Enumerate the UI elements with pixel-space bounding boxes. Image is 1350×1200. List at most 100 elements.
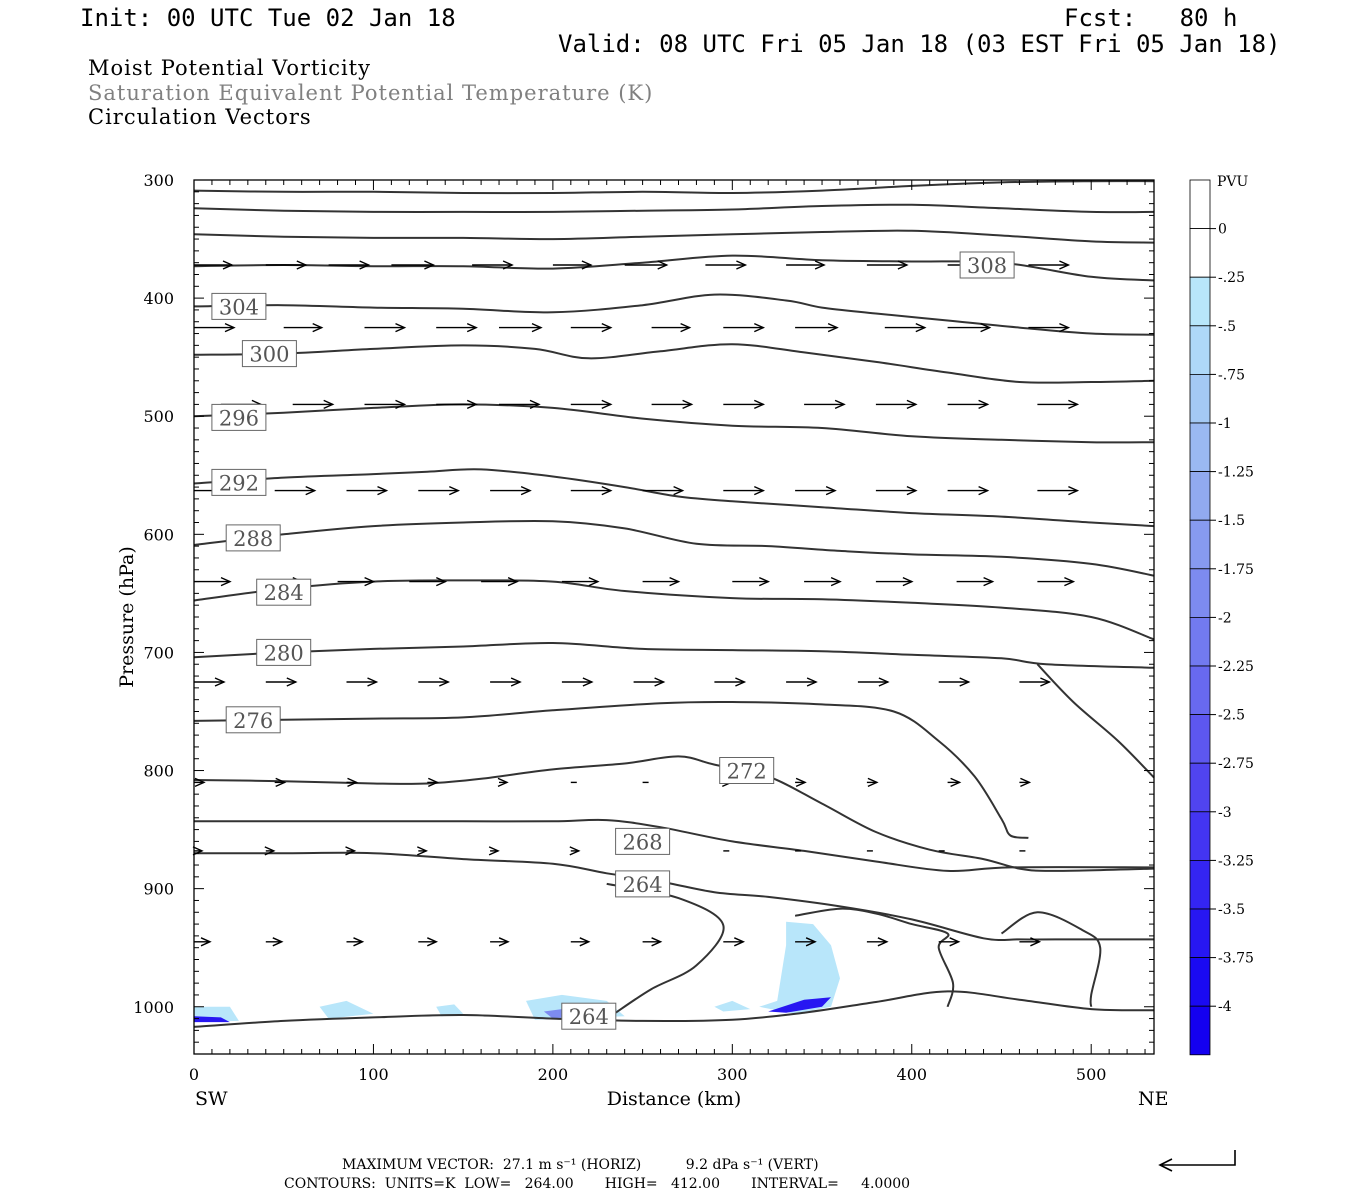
circulation-vector [866,260,909,270]
colorbar-swatch [1189,762,1211,813]
circulation-vector [714,677,747,687]
vector-head [1040,677,1052,687]
y-tick-label: 1000 [133,998,174,1017]
circulation-vector [732,576,771,587]
pv-patch [319,1000,374,1019]
circulation-vector [497,777,509,788]
colorbar-swatch [1189,179,1211,229]
vector-head [345,846,357,856]
colorbar-label: -2.5 [1218,708,1245,724]
contour-label-box [959,251,1015,279]
circulation-vector [436,399,478,410]
circulation-vector [1019,937,1042,947]
colorbar-swatch [1189,373,1211,424]
circulation-vector [570,322,613,333]
circulation-vector [570,485,613,496]
vector-head [980,322,992,333]
vector-head [569,846,581,856]
y-tick-label: 700 [143,643,174,662]
vector-head [581,260,593,270]
contour-label-text: 264 [569,1005,609,1029]
contour-label: 284 [256,578,312,606]
contour-label-box [211,403,267,431]
vector-head [680,322,692,333]
circulation-vector [570,399,613,410]
vector-head [312,322,324,333]
contour-label-box [225,524,281,552]
x-axis-title: Distance (km) [607,1088,742,1110]
vector-head [588,576,600,587]
colorbar-swatch [1189,860,1211,910]
vector-head [264,846,276,856]
contour-label: 268 [615,827,671,855]
contour-line [193,641,1155,669]
circulation-vector [857,677,890,687]
vector-head [428,777,440,788]
vector-head [759,576,771,587]
circulation-vector [274,485,317,496]
vector-head [878,677,890,687]
colorbar-label: -2.75 [1218,756,1254,772]
contour-label-box [719,757,775,784]
contour-line [193,203,1155,214]
contour-line [194,818,1155,873]
vector-head [502,260,514,270]
pv-patch [194,1016,230,1023]
vector-head [220,576,232,587]
vector-head [359,260,371,270]
circulation-vector [633,677,666,687]
circulation-vector [346,937,365,947]
pv-patch [768,997,831,1013]
vector-head [395,322,407,333]
circulation-vector [570,937,591,947]
vector-head [978,399,990,410]
circulation-vector [274,777,287,788]
vector-head [364,576,376,587]
contour-label-text: 276 [233,709,273,733]
vector-head [754,485,766,496]
vector-head [735,677,747,687]
circulation-vector [265,260,308,270]
x-tick-label: 0 [189,1065,199,1084]
contour-label-text: 264 [623,873,663,897]
vector-head [531,322,543,333]
circulation-vector [1037,576,1076,587]
endpoint-left: SW [195,1088,228,1110]
contour-line [193,755,1155,872]
circulation-vector [264,846,276,856]
contour-label-text: 300 [249,343,289,367]
contour-line [1036,663,1155,779]
circulation-vector [875,576,914,587]
contour-label-box [225,706,281,734]
contour-label: 280 [256,638,312,666]
pv-patch [714,1000,751,1012]
colorbar-label: -3.75 [1218,951,1254,967]
vector-head [579,937,591,947]
circulation-vector [642,937,663,947]
colorbar-swatch [1189,908,1211,958]
circulation-vector [364,322,407,333]
vector-head [510,677,522,687]
circulation-vector [417,846,429,856]
contour-label-text: 284 [264,581,304,605]
vector-head [507,576,519,587]
circulation-vector [194,937,212,947]
vector-head [466,399,478,410]
colorbar-swatch [1189,325,1211,375]
circulation-vector [866,937,889,947]
vector-head [657,260,669,270]
vector-head [754,322,766,333]
vector-head [805,937,817,947]
circulation-vector [328,260,371,270]
vector-head [1020,777,1032,788]
colorbar-label: -.5 [1218,319,1236,335]
circulation-vector [1037,485,1080,496]
circulation-vector [938,937,961,947]
vector-head [424,260,436,270]
vector-head [353,937,365,947]
vector-head [601,322,613,333]
circulation-vector [499,399,541,410]
circulation-vector [884,322,927,333]
colorbar-label: -.75 [1218,367,1245,383]
vector-head [825,485,837,496]
